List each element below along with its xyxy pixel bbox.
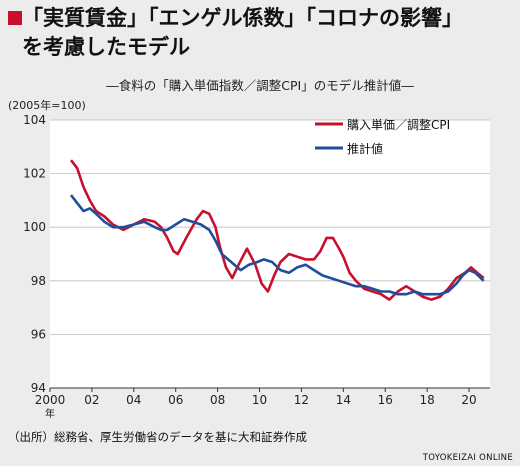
chart-title-line2: を考慮したモデル [22, 35, 190, 59]
x-tick-label: 08 [210, 393, 225, 407]
y-tick-label: 100 [23, 220, 46, 234]
x-tick-label: 10 [252, 393, 267, 407]
x-tick-label: 2000 [35, 393, 66, 407]
source-note: （出所）総務省、厚生労働省のデータを基に大和証券作成 [8, 430, 307, 444]
x-tick-label: 16 [378, 393, 393, 407]
x-tick-label: 02 [84, 393, 99, 407]
chart-title-line1: 「実質賃金」「エンゲル係数」「コロナの影響」 [22, 6, 463, 30]
legend-label: 推計値 [347, 141, 383, 156]
x-tick-label: 14 [336, 393, 351, 407]
series-line-estimate [69, 194, 485, 296]
title-accent-square [8, 11, 22, 25]
y-tick-label: 98 [31, 274, 46, 288]
chart-title: 「実質賃金」「エンゲル係数」「コロナの影響」 を考慮したモデル [22, 4, 512, 62]
x-tick-label: 20 [461, 393, 476, 407]
x-tick-label: 12 [294, 393, 309, 407]
x-tick-label: 18 [420, 393, 435, 407]
x-tick-unit: 年 [45, 407, 55, 420]
y-tick-label: 96 [31, 327, 46, 341]
legend-label: 購入単価／調整CPI [347, 117, 450, 132]
y-tick-label: 102 [23, 167, 46, 181]
credit-text: TOYOKEIZAI ONLINE [422, 453, 513, 463]
chart-subtitle: ―食料の「購入単価指数／調整CPI」のモデル推計値― [106, 78, 414, 93]
x-tick-label: 06 [168, 393, 183, 407]
y-tick-label: 94 [31, 381, 46, 395]
y-tick-label: 104 [23, 113, 46, 127]
series-line-purchase-price [69, 159, 485, 301]
plot-area [50, 120, 490, 388]
y-axis-unit: (2005年=100) [8, 99, 86, 112]
x-tick-label: 04 [126, 393, 141, 407]
